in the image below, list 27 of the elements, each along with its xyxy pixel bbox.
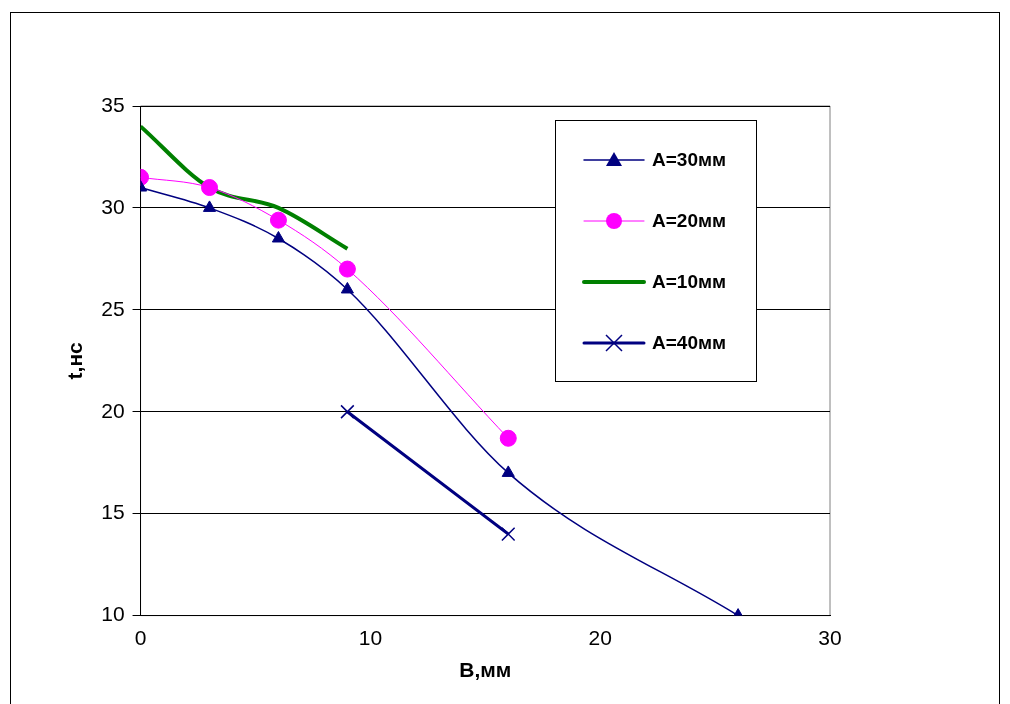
point <box>501 526 516 542</box>
legend-label: A=40мм <box>652 331 727 354</box>
point <box>340 281 354 294</box>
y-tick-label: 15 <box>101 500 125 524</box>
point <box>340 404 355 419</box>
x-axis-title: B,мм <box>459 658 512 682</box>
y-axis-title: t,нс <box>63 341 87 380</box>
line-series <box>140 124 350 251</box>
legend-label: A=20мм <box>652 209 727 232</box>
x-tick-label: 10 <box>358 626 383 649</box>
y-tick-label: 20 <box>101 398 125 422</box>
y-tick-label: 25 <box>101 296 125 320</box>
point <box>271 231 286 243</box>
legend-label: A=10мм <box>652 270 727 293</box>
point <box>499 429 517 447</box>
y-tick-label: 35 <box>101 92 125 116</box>
legend-label: A=30мм <box>652 148 727 171</box>
point <box>269 211 287 229</box>
point <box>338 260 356 278</box>
x-tick-label: 20 <box>588 626 612 649</box>
y-tick-label: 30 <box>101 194 125 218</box>
point <box>202 200 217 212</box>
point <box>201 179 218 197</box>
point <box>501 465 515 477</box>
y-tick-label: 10 <box>101 602 125 626</box>
x-tick-label: 0 <box>134 626 147 649</box>
x-tick-label: 30 <box>818 626 842 649</box>
